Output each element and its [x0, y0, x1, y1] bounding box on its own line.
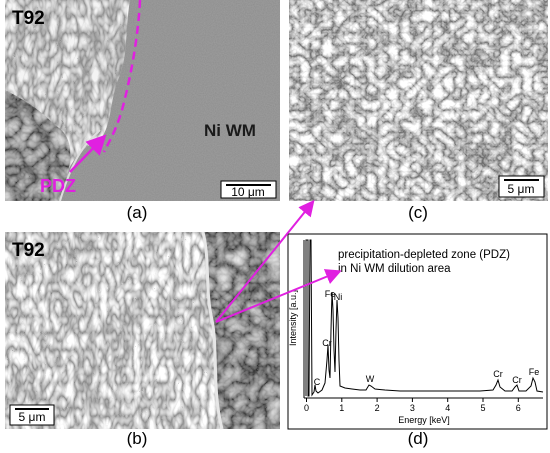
- panel-d: 0 1 2 3 4 5 6 Intensity [a.u.] Energy [keV] pr…: [287, 233, 548, 448]
- scale-bar-box: [498, 175, 545, 198]
- material-label: T92: [12, 240, 45, 261]
- scale-bar-label: 5 μm: [19, 410, 46, 424]
- x-tick-label: 5: [480, 403, 485, 413]
- panel-label: (c): [408, 203, 428, 222]
- link-arrow: [215, 199, 315, 323]
- peak-label: Cr: [493, 369, 503, 379]
- dark-region: [203, 232, 280, 429]
- x-tick-label: 2: [375, 403, 380, 413]
- x-tick-label: 4: [445, 403, 450, 413]
- x-tick-label: 0: [304, 403, 309, 413]
- x-tick-label: 3: [410, 403, 415, 413]
- edge: [201, 231, 224, 430]
- scale-bar-label: 5 μm: [508, 182, 535, 196]
- panel-label: (b): [127, 429, 148, 448]
- peak-label: Fe: [325, 289, 336, 299]
- note-line: in Ni WM dilution area: [338, 263, 451, 275]
- y-axis-label: Intensity [a.u.]: [288, 290, 298, 346]
- material-label: T92: [12, 8, 45, 29]
- peak-label: W: [366, 374, 375, 384]
- panel-a: T92 Ni WM PDZ 10 μm (a): [5, 0, 280, 222]
- weld-label: Ni WM: [204, 121, 256, 140]
- panel-b: T92 5 μm (b): [5, 231, 280, 448]
- edge: [59, 129, 101, 202]
- x-tick-label: 1: [339, 403, 344, 413]
- dark-region: [5, 90, 71, 201]
- panel-label: (a): [127, 203, 148, 222]
- spectrum-line: [305, 239, 544, 397]
- pdz-boundary: [102, 0, 142, 153]
- scale-bar-label: 10 μm: [231, 185, 265, 199]
- sem-image: [289, 0, 548, 201]
- peak-label: Cr: [322, 338, 332, 348]
- note-line: precipitation-depleted zone (PDZ): [338, 249, 510, 261]
- peak-label: Cr: [512, 375, 522, 385]
- zone-label: PDZ: [40, 176, 76, 196]
- link-arrow: [215, 269, 342, 323]
- x-axis-label: Energy [keV]: [398, 415, 450, 425]
- panel-c: 5 μm (c): [289, 0, 548, 222]
- x-ticks: 0 1 2 3 4 5 6: [304, 398, 521, 413]
- panel-label: (d): [408, 429, 429, 448]
- peak-label: C: [314, 377, 321, 387]
- peak-label: Fe: [529, 367, 540, 377]
- x-tick-label: 6: [516, 403, 521, 413]
- peak-label: Ni: [334, 292, 343, 302]
- pdz-arrow: [69, 134, 107, 173]
